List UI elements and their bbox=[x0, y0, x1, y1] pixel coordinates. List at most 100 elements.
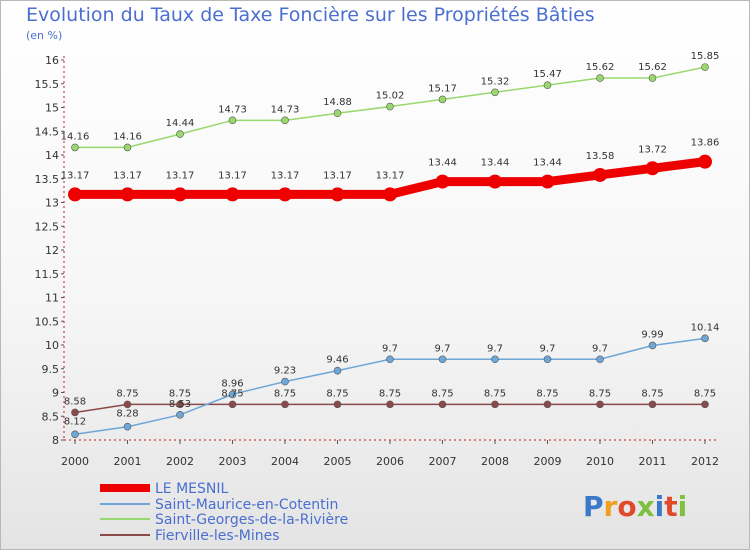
x-tick-label: 2005 bbox=[324, 455, 352, 468]
data-label: 8.75 bbox=[274, 388, 296, 399]
data-point bbox=[71, 430, 79, 439]
x-tick-label: 2009 bbox=[534, 455, 562, 468]
y-tick-label: 14 bbox=[45, 149, 59, 162]
y-tick-label: 12.5 bbox=[35, 220, 60, 233]
legend-label: LE MESNIL bbox=[155, 481, 229, 497]
logo-letter: r bbox=[604, 490, 618, 523]
data-point bbox=[176, 130, 184, 138]
y-tick-label: 14.5 bbox=[35, 125, 60, 138]
logo-letter: i bbox=[678, 490, 688, 523]
legend-label: Saint-Maurice-en-Cotentin bbox=[155, 497, 338, 513]
data-point bbox=[330, 187, 345, 202]
series-layer bbox=[68, 63, 712, 439]
data-label: 8.53 bbox=[169, 399, 191, 410]
data-label: 9.7 bbox=[382, 343, 398, 354]
data-label: 13.17 bbox=[271, 170, 300, 181]
legend-swatch bbox=[100, 518, 150, 520]
data-point bbox=[648, 74, 657, 82]
data-point bbox=[123, 143, 132, 152]
data-point bbox=[491, 355, 499, 364]
data-label: 15.17 bbox=[428, 83, 457, 94]
data-label: 15.02 bbox=[376, 91, 405, 102]
data-point bbox=[540, 174, 555, 189]
y-tick-label: 10 bbox=[45, 339, 59, 352]
logo-letter: P bbox=[583, 490, 604, 523]
data-point bbox=[596, 74, 604, 82]
data-label: 13.86 bbox=[691, 138, 720, 149]
data-label: 8.75 bbox=[694, 388, 716, 399]
data-point bbox=[333, 366, 342, 375]
data-label: 13.44 bbox=[481, 158, 510, 169]
y-tick-label: 15 bbox=[45, 102, 59, 115]
data-label: 13.44 bbox=[428, 158, 457, 169]
x-tick-label: 2012 bbox=[691, 455, 719, 468]
x-tick-label: 2003 bbox=[219, 455, 247, 468]
data-point bbox=[596, 355, 604, 364]
data-label: 9.7 bbox=[592, 343, 608, 354]
data-label: 8.96 bbox=[221, 378, 243, 389]
data-point bbox=[438, 400, 447, 409]
data-point bbox=[491, 400, 499, 409]
data-point bbox=[543, 81, 552, 89]
y-unit-label: (en %) bbox=[26, 29, 63, 42]
data-point bbox=[281, 400, 289, 409]
data-point bbox=[698, 154, 712, 169]
data-point bbox=[386, 102, 394, 111]
data-point bbox=[281, 377, 289, 386]
data-label: 9.46 bbox=[326, 355, 348, 366]
x-tick-label: 2006 bbox=[376, 455, 404, 468]
series-0 bbox=[68, 154, 712, 202]
y-tick-label: 8.5 bbox=[42, 410, 60, 423]
data-point bbox=[383, 187, 397, 202]
x-tick-label: 2007 bbox=[429, 455, 457, 468]
x-tick-label: 2008 bbox=[481, 455, 509, 468]
data-label: 9.7 bbox=[487, 343, 503, 354]
data-point bbox=[120, 187, 135, 202]
x-tick-label: 2010 bbox=[586, 455, 614, 468]
data-label: 8.75 bbox=[589, 388, 611, 399]
series-2 bbox=[71, 63, 709, 152]
data-point bbox=[71, 408, 79, 417]
data-label: 14.88 bbox=[323, 97, 352, 108]
data-point bbox=[68, 187, 82, 202]
data-label: 8.28 bbox=[116, 409, 138, 420]
y-tick-label: 11 bbox=[45, 292, 59, 305]
data-label: 15.47 bbox=[533, 69, 562, 80]
data-point bbox=[123, 422, 132, 431]
data-label: 9.7 bbox=[540, 343, 556, 354]
data-label: 15.85 bbox=[691, 51, 720, 62]
logo-text: Proxiti bbox=[583, 490, 687, 523]
data-point bbox=[71, 143, 79, 152]
y-tick-label: 13.5 bbox=[35, 173, 60, 186]
data-label: 13.17 bbox=[376, 170, 405, 181]
data-label: 13.58 bbox=[586, 151, 615, 162]
data-label: 8.75 bbox=[116, 388, 138, 399]
data-point bbox=[228, 400, 237, 409]
data-point bbox=[225, 187, 240, 202]
data-label: 14.16 bbox=[113, 131, 142, 142]
chart-title: Evolution du Taux de Taxe Foncière sur l… bbox=[26, 4, 595, 26]
data-point bbox=[176, 411, 184, 419]
y-tick-label: 8 bbox=[52, 434, 59, 447]
data-label: 13.17 bbox=[61, 170, 90, 181]
data-label: 8.75 bbox=[379, 388, 401, 399]
data-point bbox=[488, 174, 502, 189]
data-labels: 13.17 13.17 13.17 13.17 13.17 13.17 13.17 13.44… bbox=[61, 51, 720, 427]
logo-letter: t bbox=[664, 490, 677, 523]
logo-letter: x bbox=[637, 490, 655, 523]
data-point bbox=[645, 161, 660, 176]
data-label: 13.17 bbox=[323, 170, 352, 181]
data-label: 10.14 bbox=[691, 322, 720, 333]
data-label: 8.75 bbox=[221, 388, 243, 399]
data-point bbox=[701, 63, 709, 71]
y-tick-label: 11.5 bbox=[35, 268, 60, 281]
data-label: 15.32 bbox=[481, 76, 510, 87]
axes: 8 8.5 9 9.5 10 10.5 11 11.5 12 12.5 13 13.5 14 14.5 15… bbox=[35, 54, 720, 468]
series-1 bbox=[71, 334, 709, 439]
proxiti-logo: Proxiti bbox=[583, 490, 687, 523]
data-label: 13.17 bbox=[218, 170, 247, 181]
legend-swatch bbox=[100, 534, 150, 536]
data-point bbox=[438, 95, 447, 104]
y-tick-label: 16 bbox=[45, 54, 59, 67]
